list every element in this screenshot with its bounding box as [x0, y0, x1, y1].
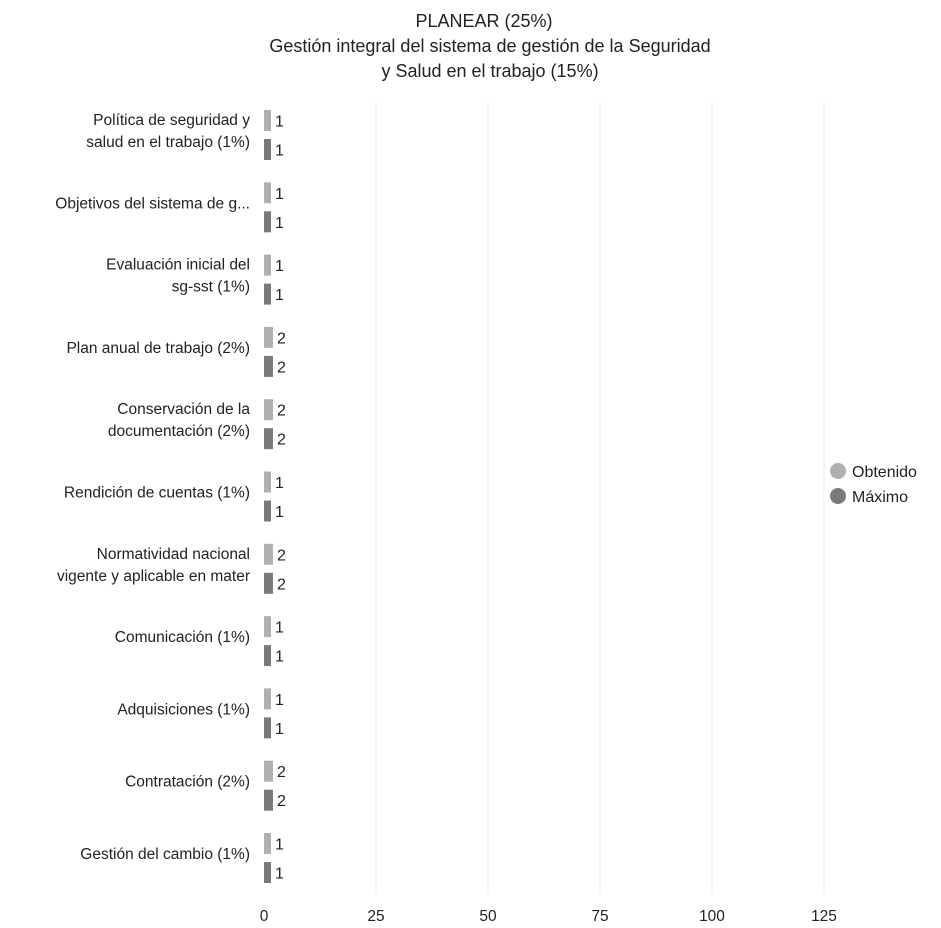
- gridlines: [376, 100, 824, 895]
- value-label-m-ximo-4: 2: [277, 432, 286, 449]
- category-label-3-line-0: Plan anual de trabajo (2%): [66, 340, 250, 357]
- category-label-2-line-0: Evaluación inicial del: [106, 257, 250, 274]
- bar-obtenido-7: [264, 616, 271, 637]
- bar-obtenido-9: [264, 761, 273, 782]
- value-label-m-ximo-5: 1: [275, 504, 284, 521]
- category-label-2-line-1: sg-sst (1%): [172, 279, 250, 296]
- bar-obtenido-3: [264, 327, 273, 348]
- bar-obtenido-0: [264, 110, 271, 131]
- value-label-obtenido-6: 2: [277, 547, 286, 564]
- bar-m-ximo-4: [264, 428, 273, 449]
- value-label-obtenido-3: 2: [277, 330, 286, 347]
- x-tick-label-125: 125: [811, 908, 837, 925]
- chart-title-group: PLANEAR (25%) Gestión integral del siste…: [269, 11, 710, 81]
- value-label-obtenido-8: 1: [275, 692, 284, 709]
- category-label-0-line-0: Política de seguridad y: [93, 112, 250, 129]
- value-label-obtenido-0: 1: [275, 114, 284, 131]
- bar-m-ximo-2: [264, 284, 271, 305]
- chart-title: PLANEAR (25%): [415, 11, 552, 31]
- bar-obtenido-4: [264, 399, 273, 420]
- bar-obtenido-5: [264, 472, 271, 493]
- category-label-8-line-0: Adquisiciones (1%): [117, 701, 250, 718]
- category-label-5-line-0: Rendición de cuentas (1%): [64, 485, 250, 502]
- bar-m-ximo-8: [264, 717, 271, 738]
- value-label-obtenido-2: 1: [275, 258, 284, 275]
- bar-obtenido-6: [264, 544, 273, 565]
- bar-m-ximo-10: [264, 862, 271, 883]
- x-tick-label-25: 25: [367, 908, 384, 925]
- value-label-obtenido-5: 1: [275, 475, 284, 492]
- value-label-m-ximo-6: 2: [277, 576, 286, 593]
- value-label-obtenido-1: 1: [275, 186, 284, 203]
- category-label-10-line-0: Gestión del cambio (1%): [80, 846, 250, 863]
- category-label-7-line-0: Comunicación (1%): [115, 629, 250, 646]
- value-label-m-ximo-9: 2: [277, 793, 286, 810]
- value-label-obtenido-10: 1: [275, 837, 284, 854]
- legend: Obtenido Máximo: [830, 463, 917, 506]
- bar-obtenido-1: [264, 182, 271, 203]
- value-label-m-ximo-10: 1: [275, 866, 284, 883]
- legend-swatch-obtenido: [830, 463, 846, 479]
- value-label-m-ximo-3: 2: [277, 359, 286, 376]
- legend-label-m-ximo: Máximo: [852, 489, 908, 506]
- value-label-obtenido-4: 2: [277, 403, 286, 420]
- value-label-m-ximo-2: 1: [275, 287, 284, 304]
- legend-swatch-m-ximo: [830, 488, 846, 504]
- value-label-obtenido-9: 2: [277, 764, 286, 781]
- category-label-6-line-1: vigente y aplicable en mater: [57, 568, 250, 585]
- bar-m-ximo-3: [264, 356, 273, 377]
- bar-m-ximo-6: [264, 573, 273, 594]
- legend-label-obtenido: Obtenido: [852, 464, 917, 481]
- value-label-m-ximo-0: 1: [275, 143, 284, 160]
- bar-obtenido-2: [264, 255, 271, 276]
- category-label-6-line-0: Normatividad nacional: [97, 546, 250, 563]
- value-label-m-ximo-7: 1: [275, 649, 284, 666]
- chart-subtitle-line-1: Gestión integral del sistema de gestión …: [269, 36, 710, 56]
- bar-m-ximo-0: [264, 139, 271, 160]
- value-label-obtenido-7: 1: [275, 620, 284, 637]
- x-tick-label-75: 75: [591, 908, 608, 925]
- category-label-4-line-1: documentación (2%): [108, 423, 250, 440]
- chart-subtitle-line-2: y Salud en el trabajo (15%): [381, 61, 598, 81]
- x-tick-label-50: 50: [479, 908, 497, 925]
- category-label-9-line-0: Contratación (2%): [125, 774, 250, 791]
- value-label-m-ximo-1: 1: [275, 215, 284, 232]
- bar-obtenido-8: [264, 688, 271, 709]
- bar-m-ximo-5: [264, 501, 271, 522]
- x-tick-label-100: 100: [699, 908, 725, 925]
- value-label-m-ximo-8: 1: [275, 721, 284, 738]
- x-tick-label-0: 0: [260, 908, 269, 925]
- category-labels: Política de seguridad y salud en el traba…: [55, 112, 250, 863]
- bar-m-ximo-1: [264, 211, 271, 232]
- bars: 1 1 1 1 1 1 2 2 2 2 1 1 2 2 1 1 1 1 2 2 1 1: [264, 110, 286, 883]
- bar-m-ximo-7: [264, 645, 271, 666]
- bar-m-ximo-9: [264, 790, 273, 811]
- x-axis: 0 25 50 75 100 125: [260, 908, 837, 925]
- category-label-4-line-0: Conservación de la: [117, 401, 250, 418]
- category-label-0-line-1: salud en el trabajo (1%): [86, 134, 250, 151]
- bar-obtenido-10: [264, 833, 271, 854]
- category-label-1-line-0: Objetivos del sistema de g...: [55, 195, 250, 212]
